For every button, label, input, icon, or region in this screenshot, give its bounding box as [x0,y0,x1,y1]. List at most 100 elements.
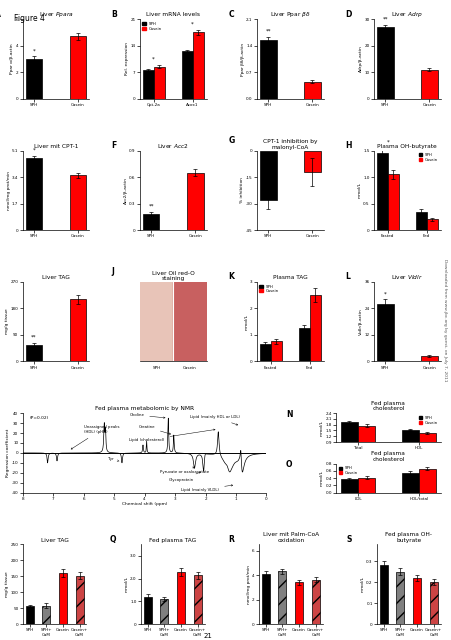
Title: Liver Ppar $\beta\delta$: Liver Ppar $\beta\delta$ [269,10,310,19]
Bar [357,426,374,460]
Title: Liver mit Palm-CoA
oxidation: Liver mit Palm-CoA oxidation [262,532,318,543]
Title: Fed plasma
cholesterol: Fed plasma cholesterol [371,451,405,462]
Y-axis label: Rel. expression: Rel. expression [125,42,129,76]
Text: Creatine: Creatine [138,425,170,435]
Text: *: * [152,57,155,62]
Text: D: D [345,10,351,19]
Bar [26,345,42,362]
Title: Fed plasma metabolomic by NMR: Fed plasma metabolomic by NMR [95,406,193,412]
Bar [420,356,437,362]
Text: **: ** [31,335,37,340]
Bar [69,175,86,230]
Text: *: * [386,140,388,145]
Title: Liver $Vldlr$: Liver $Vldlr$ [391,273,422,281]
Text: Glycoprotein: Glycoprotein [169,472,200,482]
Bar [415,211,426,230]
X-axis label: Chemical shift (ppm): Chemical shift (ppm) [122,502,167,506]
Bar [340,479,357,493]
Text: J: J [111,268,114,276]
Bar [42,605,50,624]
Title: Plasma TAG: Plasma TAG [272,275,307,280]
Bar [376,153,387,230]
Title: Fed plasma
cholesterol: Fed plasma cholesterol [371,401,405,412]
Title: Liver $Adrp$: Liver $Adrp$ [391,10,422,19]
Bar [259,150,276,200]
Bar [143,596,151,624]
Legend: SPH, Casein: SPH, Casein [417,415,438,426]
Bar [303,150,320,172]
Text: (P=0.02): (P=0.02) [30,415,49,419]
Title: Plasma OH-butyrate: Plasma OH-butyrate [377,144,436,148]
Bar [143,70,153,99]
Text: L: L [345,272,350,281]
Y-axis label: mmol/L: mmol/L [357,182,361,198]
Text: R: R [228,535,234,544]
Bar [303,82,320,99]
Bar [193,575,201,624]
Bar [59,573,67,624]
Bar [412,578,420,624]
Y-axis label: mmol/L: mmol/L [319,470,323,486]
Bar [401,473,418,493]
Bar [153,67,164,99]
Text: Downloaded from www.jbc.org by guest, on July 7, 2011: Downloaded from www.jbc.org by guest, on… [442,259,446,381]
Bar [259,40,276,99]
Bar [357,477,374,493]
Text: C: C [228,10,234,19]
Text: Q: Q [110,535,116,544]
Bar [143,214,159,230]
Text: *: * [383,291,386,296]
Y-axis label: nmol/mg prot/min: nmol/mg prot/min [246,564,250,604]
Text: Choline: Choline [129,413,165,419]
Y-axis label: nmol/mg prot/min: nmol/mg prot/min [7,171,11,210]
Bar [75,575,83,624]
Bar [176,572,184,624]
Text: Lipid (mainly HDL or LDL): Lipid (mainly HDL or LDL) [190,415,240,425]
Y-axis label: Regression coefficient: Regression coefficient [6,429,10,477]
Text: *: * [32,148,35,153]
Text: Pyruvate or oxaloacetate: Pyruvate or oxaloacetate [160,467,208,474]
Bar [261,574,269,624]
Y-axis label: mg/g tissue: mg/g tissue [5,308,9,335]
Text: N: N [285,410,292,419]
Title: Fed plasma OH-
butyrate: Fed plasma OH- butyrate [384,532,431,543]
Bar [69,36,86,99]
Text: O: O [285,460,292,469]
Bar [181,51,192,99]
Title: Liver TAG: Liver TAG [41,538,68,543]
Y-axis label: mmol/L: mmol/L [124,576,129,592]
Title: Liver mit CPT-1: Liver mit CPT-1 [34,144,78,148]
Bar [309,295,320,362]
Text: Figure 4: Figure 4 [14,14,44,23]
Bar [298,328,309,362]
Bar [259,344,270,362]
Y-axis label: mg/g tissue: mg/g tissue [5,572,9,597]
Bar [401,429,418,460]
Bar [420,70,437,99]
Legend: SPH, Casein: SPH, Casein [337,466,358,476]
Bar [311,580,319,624]
Text: Lipid (mainly VLDL): Lipid (mainly VLDL) [181,484,232,492]
Text: Unassigned peaks
(HDL) (pHD): Unassigned peaks (HDL) (pHD) [71,426,119,449]
Legend: SPH, Casein: SPH, Casein [258,284,279,294]
Bar [192,33,203,99]
Bar [396,572,404,624]
Y-axis label: mmol/L: mmol/L [360,576,364,592]
Bar [26,59,42,99]
Text: **: ** [148,204,153,209]
Y-axis label: Ppar βδ/β-actin: Ppar βδ/β-actin [240,42,244,76]
Bar [376,304,393,362]
Title: Liver mRNA levels: Liver mRNA levels [146,12,200,17]
Bar [270,342,281,362]
Text: H: H [345,141,351,150]
Text: S: S [345,535,351,544]
Text: **: ** [382,17,387,21]
Bar [160,599,168,624]
Bar [295,582,302,624]
Legend: SPH, Casein: SPH, Casein [141,21,162,31]
Bar [418,433,435,460]
Bar [26,158,42,230]
Y-axis label: Adrp/β-actin: Adrp/β-actin [358,45,362,72]
Text: **: ** [265,29,270,34]
Bar [139,282,173,362]
